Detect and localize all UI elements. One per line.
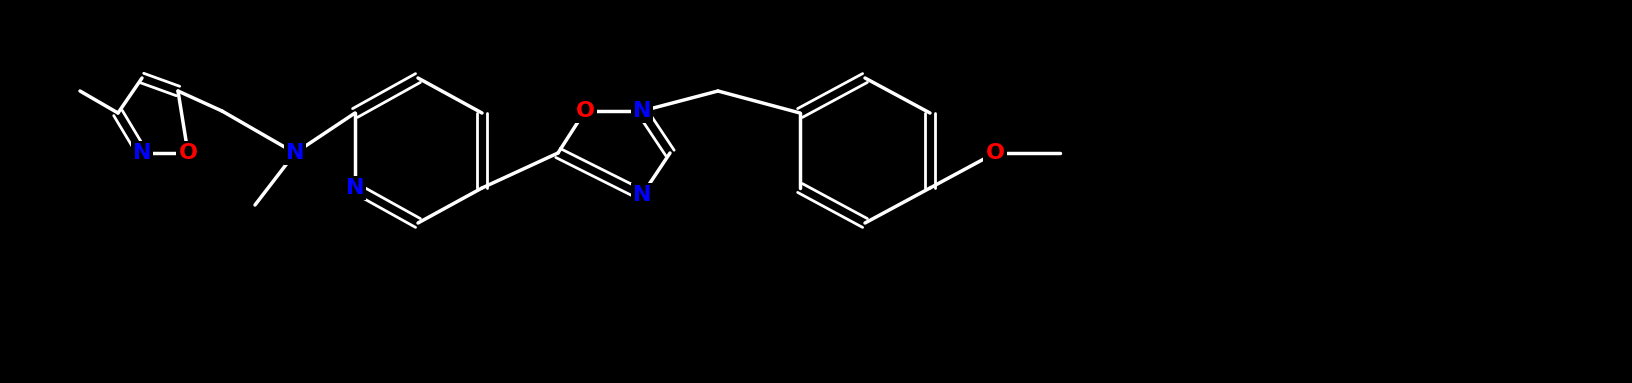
Text: N: N: [632, 101, 651, 121]
Text: N: N: [632, 185, 651, 205]
Text: O: O: [574, 101, 594, 121]
Text: N: N: [286, 143, 304, 163]
Text: O: O: [984, 143, 1004, 163]
Text: N: N: [132, 143, 152, 163]
Text: N: N: [346, 178, 364, 198]
Text: O: O: [178, 143, 197, 163]
